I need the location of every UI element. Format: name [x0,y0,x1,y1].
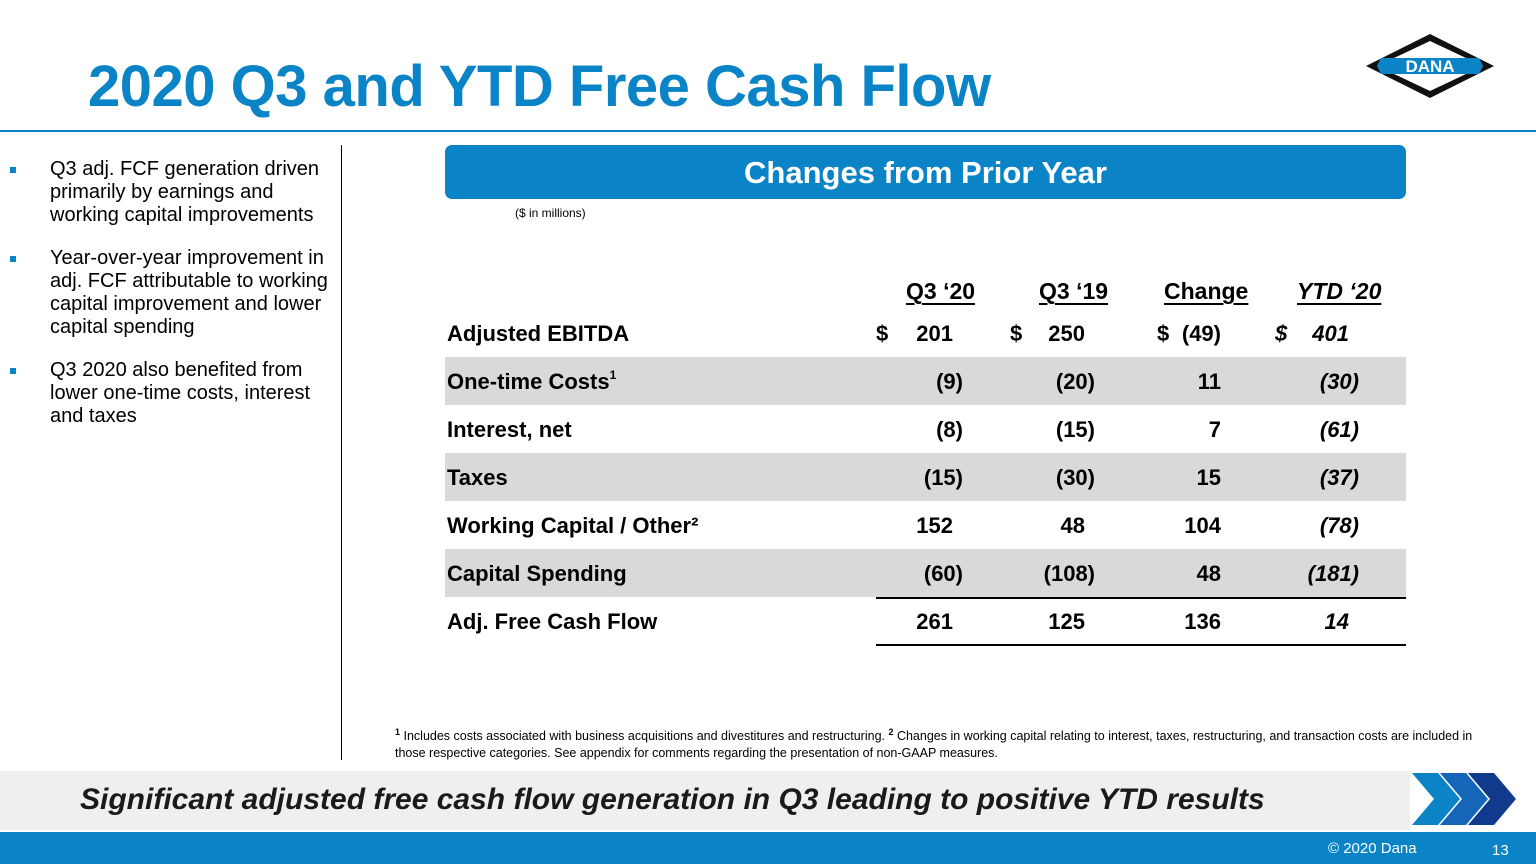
table-cell: 7 [1208,417,1221,442]
row-label: Adj. Free Cash Flow [447,597,657,645]
table-row: Adjusted EBITDA $201 $250 $ (49) $401 [445,309,1406,357]
row-label-text: One-time Costs [447,369,610,394]
footnote-text: Includes costs associated with business … [400,729,889,744]
bullet-square-icon [10,167,16,173]
row-label-text: Adjusted EBITDA [447,321,630,346]
table-cell: 201 [916,321,953,346]
page-number: 13 [1492,842,1509,859]
units-note: ($ in millions) [515,206,586,220]
table-cell: 152 [916,513,953,538]
total-rule [876,597,1406,599]
bullet-list: Q3 adj. FCF generation driven primarily … [10,158,338,448]
row-label: Working Capital / Other² [447,501,698,549]
row-label-text: Taxes [447,465,508,490]
table-cell: 48 [1196,561,1221,586]
column-header-change: Change [1164,278,1249,304]
dollar-sign: $ [1275,321,1288,346]
column-header-ytd-20: YTD ‘20 [1297,278,1382,304]
column-header-q3-20: Q3 ‘20 [906,278,976,304]
table-cell: (8) [936,417,963,442]
bullet-square-icon [10,368,16,374]
table-cell: (37) [1319,465,1359,490]
footnote-marker: 2 [888,727,894,737]
footer-bar [0,832,1536,864]
table-cell: (61) [1319,417,1359,442]
table-cell: 104 [1184,513,1221,538]
table-cell: (9) [936,369,963,394]
footnote-marker: 1 [395,727,401,737]
tagline: Significant adjusted free cash flow gene… [80,783,1265,816]
row-label-text: Adj. Free Cash Flow [447,609,658,634]
row-label: One-time Costs1 [447,357,616,405]
section-banner: Changes from Prior Year [445,145,1406,199]
column-divider [341,145,342,760]
table-cell: 48 [1060,513,1085,538]
table-cell: (78) [1319,513,1359,538]
row-label: Adjusted EBITDA [447,309,629,357]
tagline-band [0,771,1410,830]
table-cell: (108) [1043,561,1095,586]
column-header-q3-19: Q3 ‘19 [1039,278,1109,304]
row-label-text: Working Capital / Other² [447,513,699,538]
table-cell: (30) [1319,369,1359,394]
footnote-marker: 1 [609,367,617,382]
bullet-text: Q3 adj. FCF generation driven primarily … [50,158,320,226]
table-row: Working Capital / Other² 152 48 104 (78) [445,501,1406,549]
row-label: Capital Spending [447,549,627,597]
dollar-sign: $ [876,321,889,346]
table-cell: (15) [923,465,963,490]
table-cell: 15 [1196,465,1221,490]
row-label: Taxes [447,453,508,501]
row-label-text: Capital Spending [447,561,627,586]
table-cell: (15) [1055,417,1095,442]
chevron-arrows-icon [1412,773,1516,825]
table-cell: (20) [1055,369,1095,394]
copyright-text: © 2020 Dana [1328,840,1417,857]
bullet-text: Q3 2020 also benefited from lower one-ti… [50,359,311,427]
bullet-text: Year-over-year improvement in adj. FCF a… [50,247,328,338]
table-cell: 14 [1324,609,1349,634]
table-cell: 401 [1312,321,1349,346]
table-cell: (181) [1307,561,1359,586]
table-row: Interest, net (8) (15) 7 (61) [445,405,1406,453]
table-cell: (30) [1055,465,1095,490]
table-cell: 125 [1048,609,1085,634]
dana-logo: DANA [1366,34,1494,98]
table-cell: 11 [1197,369,1221,394]
page-title: 2020 Q3 and YTD Free Cash Flow [88,54,991,119]
logo-text: DANA [1405,57,1454,76]
table-cell: 261 [916,609,953,634]
bullet-square-icon [10,256,16,262]
row-label-text: Interest, net [447,417,572,442]
table-cell: (49) [1181,321,1221,346]
bullet-item: Q3 adj. FCF generation driven primarily … [10,158,338,227]
footnote-text: Changes in working capital relating to i… [395,729,1473,761]
bullet-item: Year-over-year improvement in adj. FCF a… [10,247,338,339]
table-cell: 136 [1184,609,1221,634]
footnote: 1 Includes costs associated with busines… [395,724,1485,762]
table-row: Taxes (15) (30) 15 (37) [445,453,1406,501]
total-rule [876,644,1406,646]
title-divider [0,130,1536,132]
table-row: One-time Costs1 (9) (20) 11 (30) [445,357,1406,405]
table-row: Capital Spending (60) (108) 48 (181) [445,549,1406,597]
bullet-item: Q3 2020 also benefited from lower one-ti… [10,359,338,428]
row-label: Interest, net [447,405,572,453]
dollar-sign: $ [1157,321,1170,346]
dollar-sign: $ [1010,321,1023,346]
table-row: Adj. Free Cash Flow 261 125 136 14 [445,597,1406,645]
table-cell: 250 [1048,321,1085,346]
table-cell: (60) [923,561,963,586]
